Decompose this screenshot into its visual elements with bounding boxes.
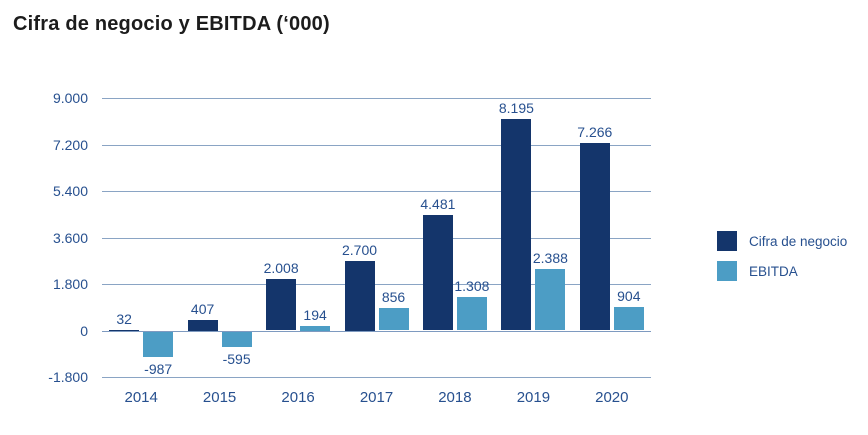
bar-cifra-de-negocio-2014 — [109, 329, 140, 331]
bar-cifra-de-negocio-2015 — [187, 320, 218, 331]
x-axis-labels: 2014 2015 2016 2017 2018 2019 2020 — [102, 389, 651, 409]
gridline — [102, 330, 651, 332]
bar-ebitda-2016 — [300, 325, 331, 331]
chart-title: Cifra de negocio y EBITDA (‘000) — [13, 13, 330, 35]
y-tick-label: 0 — [80, 322, 88, 339]
y-tick-label: 3.600 — [52, 229, 88, 246]
y-tick-label: 9.000 — [52, 90, 88, 106]
y-axis-labels: 9.000 7.200 5.400 3.600 1.800 0 -1.800 — [24, 90, 88, 385]
x-tick-label: 2014 — [124, 389, 158, 406]
bar-value-label: -595 — [222, 350, 251, 367]
bar-ebitda-2015 — [221, 331, 252, 347]
y-tick-label: 7.200 — [52, 136, 88, 153]
x-tick-label: 2018 — [438, 389, 472, 406]
bar-cifra-de-negocio-2019 — [501, 118, 532, 331]
x-tick-label: 2017 — [359, 389, 394, 406]
bar-value-label: 904 — [617, 288, 641, 305]
bar-value-label: 2.008 — [263, 259, 299, 276]
bar-ebitda-2018 — [456, 296, 487, 331]
legend-label-cifra-de-negocio: Cifra de negocio — [749, 233, 848, 249]
bar-value-label: 194 — [303, 306, 327, 323]
bar-ebitda-2020 — [613, 307, 644, 331]
bar-value-label: 32 — [116, 310, 132, 327]
legend-swatch-ebitda — [717, 261, 737, 281]
bar-ebitda-2019 — [535, 268, 566, 331]
bar-value-label: 8.195 — [498, 99, 534, 116]
legend-swatch-cifra-de-negocio — [717, 231, 737, 251]
bar-value-label: 1.308 — [454, 277, 490, 294]
gridline — [102, 191, 651, 192]
x-tick-label: 2019 — [516, 389, 551, 406]
bar-value-label: 4.481 — [420, 195, 456, 212]
gridline — [102, 377, 651, 378]
bar-value-label: -987 — [144, 361, 173, 377]
gridline — [102, 98, 651, 99]
y-tick-label: -1.800 — [48, 369, 88, 385]
legend-item-ebitda: EBITDA — [717, 261, 847, 281]
bar-value-label: 2.388 — [532, 249, 568, 266]
gridline — [102, 144, 651, 146]
gridline — [102, 284, 651, 285]
gridline — [102, 237, 651, 239]
bar-cifra-de-negocio-2016 — [266, 278, 297, 331]
bar-value-label: 2.700 — [341, 241, 378, 258]
bar-ebitda-2014 — [143, 331, 174, 357]
bar-value-label: 7.266 — [577, 123, 613, 140]
x-tick-label: 2015 — [202, 389, 237, 406]
y-tick-label: 1.800 — [52, 276, 88, 292]
bar-value-label: 856 — [381, 289, 406, 306]
plot-area: 32 -987 407 -595 2.008 194 2.700 856 4.481 1.308 8… — [102, 98, 651, 378]
x-tick-label: 2016 — [281, 389, 315, 406]
bar-value-label: 407 — [190, 301, 215, 317]
legend: Cifra de negocio EBITDA — [717, 231, 847, 291]
bar-ebitda-2017 — [378, 308, 409, 331]
legend-item-cifra-de-negocio: Cifra de negocio — [717, 231, 847, 251]
x-tick-label: 2020 — [595, 389, 629, 406]
legend-label-ebitda: EBITDA — [749, 263, 798, 279]
bar-cifra-de-negocio-2020 — [579, 142, 610, 331]
y-tick-label: 5.400 — [52, 183, 88, 199]
bar-cifra-de-negocio-2018 — [422, 214, 453, 331]
bar-cifra-de-negocio-2017 — [344, 260, 375, 331]
